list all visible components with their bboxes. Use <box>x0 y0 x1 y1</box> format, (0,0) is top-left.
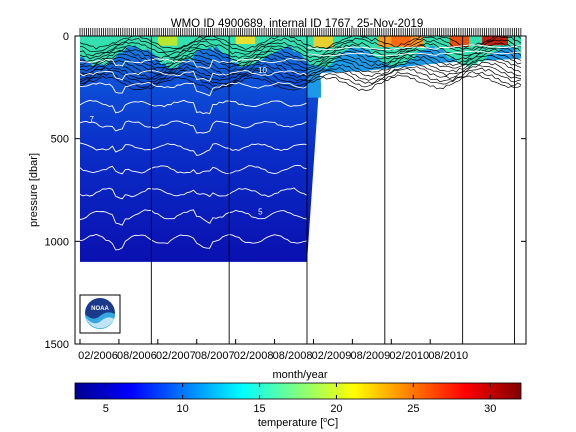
deep-profile-region <box>80 36 319 262</box>
isotherm-black <box>79 36 522 53</box>
isotherm-black <box>79 74 522 92</box>
colorbar-label-suffix: C] <box>327 417 338 429</box>
isotherm-white <box>79 209 308 226</box>
x-tick-label: 08/2006 <box>117 350 157 362</box>
isotherm-contours <box>79 36 522 92</box>
x-tick-label: 02/2006 <box>78 350 118 362</box>
deep-isotherm-contours <box>79 44 522 251</box>
noaa-logo: NOAA <box>79 294 121 334</box>
colorbar-tick-label: 15 <box>253 403 265 415</box>
x-tick-label: 08/2007 <box>195 350 235 362</box>
isotherm-black <box>79 36 522 50</box>
year-boundary-lines <box>150 36 515 344</box>
colorbar-tick-label: 5 <box>103 403 109 415</box>
isotherm-white <box>79 187 308 200</box>
y-tick-label: 1500 <box>45 339 69 351</box>
chart-title: WMO ID 4900689, internal ID 1767, 25-Nov… <box>171 18 424 30</box>
y-axis-label: pressure [dbar] <box>28 153 40 227</box>
colorbar-label-sup: o <box>323 417 327 424</box>
contour-labels: 10 5 7 <box>89 66 267 217</box>
y-tick-label: 0 <box>63 31 69 43</box>
y-tick-label: 500 <box>51 134 69 146</box>
x-tick-label: 02/2008 <box>234 350 274 362</box>
colorbar: 5 10 15 20 25 30 temperature [oC] <box>74 382 522 429</box>
colorbar-ticks: 5 10 15 20 25 30 <box>103 383 496 415</box>
plot-frame <box>74 35 527 345</box>
colorbar-tick-label: 10 <box>177 403 189 415</box>
contour-label: 5 <box>258 208 263 217</box>
isotherm-white <box>306 50 522 57</box>
isotherm-white <box>79 120 308 134</box>
x-tick-label: 08/2010 <box>428 350 468 362</box>
y-tick-label: 1000 <box>45 236 69 248</box>
colorbar-label-prefix: temperature [ <box>258 417 323 429</box>
isotherm-black <box>79 71 522 89</box>
x-tick-label: 02/2010 <box>389 350 429 362</box>
noaa-logo-text: NOAA <box>91 306 109 312</box>
x-axis: 02/2006 08/2006 02/2007 08/2007 02/2008 08/20… <box>78 339 468 362</box>
x-tick-label: 02/2007 <box>156 350 196 362</box>
isotherm-white <box>79 164 308 175</box>
isotherm-black <box>79 38 521 57</box>
x-tick-label: 08/2009 <box>350 350 390 362</box>
x-axis-label: month/year <box>272 369 327 381</box>
contour-label: 10 <box>258 66 267 75</box>
isotherm-white <box>79 58 308 69</box>
x-tick-label: 08/2008 <box>273 350 313 362</box>
isotherm-white <box>79 99 308 115</box>
isotherm-black <box>79 61 522 79</box>
isotherm-black <box>79 51 522 69</box>
colorbar-gradient <box>74 382 522 400</box>
colorbar-tick-label: 30 <box>484 403 496 415</box>
isotherm-white <box>79 142 308 156</box>
y-axis: 0 500 1000 1500 <box>45 31 526 351</box>
hot-patch <box>391 36 411 46</box>
colorbar-tick-label: 25 <box>407 403 419 415</box>
colorbar-tick-label: 20 <box>330 403 342 415</box>
isotherm-black <box>79 67 522 85</box>
isotherm-white <box>79 82 308 97</box>
hot-patch <box>449 36 470 47</box>
hot-patch <box>482 36 509 46</box>
temperature-section <box>79 36 522 344</box>
isotherm-white <box>79 70 308 82</box>
hot-patch <box>157 36 178 46</box>
isotherm-black <box>79 45 522 63</box>
isotherm-black <box>79 42 522 60</box>
isotherm-black <box>79 64 522 82</box>
hot-patch <box>235 36 256 45</box>
colorbar-label: temperature [oC] <box>258 417 338 429</box>
isotherm-black <box>79 55 522 72</box>
profile-time-ticks <box>79 28 522 36</box>
contour-label: 7 <box>89 115 94 124</box>
x-tick-label: 02/2009 <box>312 350 352 362</box>
hot-patch <box>313 36 333 48</box>
surface-hot-patches <box>157 36 509 48</box>
isotherm-white <box>79 233 308 251</box>
isotherm-black <box>79 48 522 66</box>
isotherm-white <box>306 44 522 50</box>
